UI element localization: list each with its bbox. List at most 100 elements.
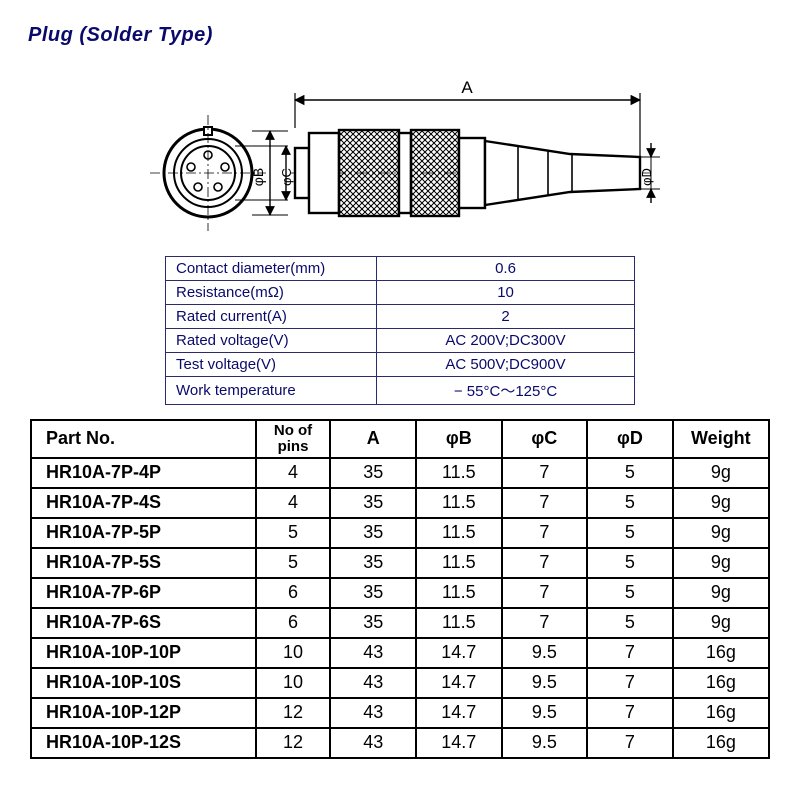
cell-phiC: 7 (502, 488, 588, 518)
plug-diagram: A (140, 53, 660, 243)
table-row: HR10A-7P-5P53511.5759g (31, 518, 769, 548)
cell-phiD: 5 (587, 458, 673, 488)
cell-pins: 10 (256, 638, 331, 668)
cell-phiB: 11.5 (416, 458, 502, 488)
cell-A: 35 (330, 608, 416, 638)
cell-A: 35 (330, 488, 416, 518)
cell-weight: 16g (673, 698, 769, 728)
col-partno: Part No. (31, 420, 256, 458)
cell-partno: HR10A-7P-6S (31, 608, 256, 638)
page-title: Plug (Solder Type) (28, 24, 772, 47)
dim-phiC-label: φC (279, 168, 294, 186)
cell-phiC: 9.5 (502, 698, 588, 728)
cell-pins: 6 (256, 608, 331, 638)
cell-weight: 16g (673, 668, 769, 698)
specs-label: Contact diameter(mm) (166, 257, 377, 281)
cell-phiD: 5 (587, 488, 673, 518)
specs-label: Work temperature (166, 377, 377, 405)
cell-phiC: 9.5 (502, 728, 588, 758)
cell-A: 43 (330, 668, 416, 698)
cell-partno: HR10A-7P-5P (31, 518, 256, 548)
cell-phiD: 7 (587, 728, 673, 758)
table-row: HR10A-7P-6P63511.5759g (31, 578, 769, 608)
cell-A: 43 (330, 698, 416, 728)
specs-row: Contact diameter(mm)0.6 (166, 257, 635, 281)
table-row: HR10A-10P-10P104314.79.5716g (31, 638, 769, 668)
cell-phiC: 7 (502, 608, 588, 638)
specs-row: Rated voltage(V)AC 200V;DC300V (166, 329, 635, 353)
specs-row: Test voltage(V)AC 500V;DC900V (166, 353, 635, 377)
cell-phiB: 14.7 (416, 698, 502, 728)
cell-phiB: 11.5 (416, 608, 502, 638)
cell-phiC: 7 (502, 518, 588, 548)
cell-phiC: 7 (502, 458, 588, 488)
cell-A: 35 (330, 458, 416, 488)
cell-phiB: 14.7 (416, 668, 502, 698)
cell-phiB: 11.5 (416, 548, 502, 578)
specs-value: 10 (377, 281, 635, 305)
cell-partno: HR10A-7P-5S (31, 548, 256, 578)
cell-pins: 6 (256, 578, 331, 608)
cell-pins: 5 (256, 548, 331, 578)
col-pins-label: No of pins (274, 422, 312, 455)
cell-pins: 4 (256, 458, 331, 488)
col-phiB: φB (416, 420, 502, 458)
table-row: HR10A-7P-6S63511.5759g (31, 608, 769, 638)
specs-label: Resistance(mΩ) (166, 281, 377, 305)
specs-label: Rated current(A) (166, 305, 377, 329)
col-pins: No of pins (256, 420, 331, 458)
cell-weight: 16g (673, 728, 769, 758)
col-phiD: φD (587, 420, 673, 458)
cell-partno: HR10A-10P-12P (31, 698, 256, 728)
dim-phiD-label: φD (639, 168, 654, 186)
cell-phiC: 7 (502, 548, 588, 578)
diagram-wrap: A (28, 53, 772, 248)
specs-value: 2 (377, 305, 635, 329)
specs-value: AC 500V;DC900V (377, 353, 635, 377)
cell-phiB: 11.5 (416, 518, 502, 548)
cell-partno: HR10A-7P-6P (31, 578, 256, 608)
cell-A: 35 (330, 518, 416, 548)
cell-weight: 9g (673, 578, 769, 608)
cell-pins: 5 (256, 518, 331, 548)
table-row: HR10A-10P-12P124314.79.5716g (31, 698, 769, 728)
page: Plug (Solder Type) A (0, 0, 800, 800)
cell-phiB: 14.7 (416, 728, 502, 758)
cell-phiD: 5 (587, 578, 673, 608)
col-phiC: φC (502, 420, 588, 458)
cell-phiC: 9.5 (502, 668, 588, 698)
specs-value: − 55°C～125°C (377, 377, 635, 405)
cell-pins: 12 (256, 698, 331, 728)
cell-weight: 16g (673, 638, 769, 668)
parts-header-row: Part No. No of pins A φB φC φD Weight (31, 420, 769, 458)
specs-row: Work temperature− 55°C～125°C (166, 377, 635, 405)
specs-table: Contact diameter(mm)0.6Resistance(mΩ)10R… (165, 256, 635, 405)
cell-A: 43 (330, 728, 416, 758)
table-row: HR10A-7P-4P43511.5759g (31, 458, 769, 488)
cell-phiD: 5 (587, 548, 673, 578)
col-weight: Weight (673, 420, 769, 458)
table-row: HR10A-7P-4S43511.5759g (31, 488, 769, 518)
cell-partno: HR10A-7P-4S (31, 488, 256, 518)
cell-weight: 9g (673, 608, 769, 638)
cell-weight: 9g (673, 488, 769, 518)
col-A: A (330, 420, 416, 458)
cell-A: 43 (330, 638, 416, 668)
face-view (150, 115, 266, 231)
cell-A: 35 (330, 578, 416, 608)
dim-phiB-label: φB (250, 168, 266, 186)
table-row: HR10A-10P-10S104314.79.5716g (31, 668, 769, 698)
cell-phiD: 7 (587, 638, 673, 668)
table-row: HR10A-10P-12S124314.79.5716g (31, 728, 769, 758)
cell-phiB: 11.5 (416, 578, 502, 608)
cell-pins: 10 (256, 668, 331, 698)
specs-value: 0.6 (377, 257, 635, 281)
cell-phiD: 5 (587, 518, 673, 548)
cell-partno: HR10A-10P-10S (31, 668, 256, 698)
cell-partno: HR10A-10P-12S (31, 728, 256, 758)
table-row: HR10A-7P-5S53511.5759g (31, 548, 769, 578)
cell-phiB: 14.7 (416, 638, 502, 668)
parts-table: Part No. No of pins A φB φC φD Weight HR… (30, 419, 770, 759)
specs-value: AC 200V;DC300V (377, 329, 635, 353)
cell-phiD: 5 (587, 608, 673, 638)
